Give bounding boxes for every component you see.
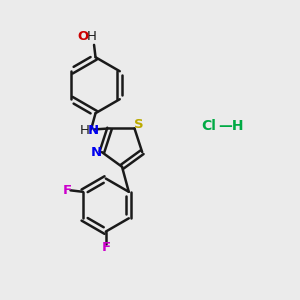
Text: F: F <box>62 184 71 197</box>
Text: N: N <box>88 124 99 137</box>
Text: H: H <box>80 124 90 137</box>
Text: S: S <box>134 118 144 131</box>
Text: Cl: Cl <box>202 119 216 134</box>
Text: O: O <box>77 30 88 44</box>
Text: H: H <box>87 30 97 44</box>
Text: F: F <box>101 241 110 254</box>
Text: N: N <box>91 146 102 159</box>
Text: —H: —H <box>218 119 244 134</box>
